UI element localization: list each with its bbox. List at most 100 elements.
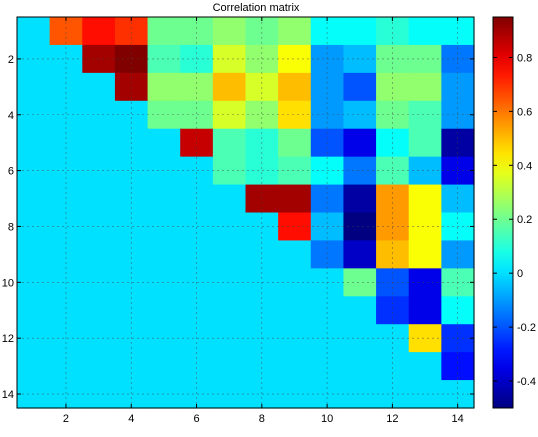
heatmap-cell-r7-c7 — [212, 184, 247, 214]
heatmap-cell-r8-c5 — [147, 212, 181, 242]
heatmap-cell-r8-c1 — [17, 212, 51, 242]
heatmap-cell-r7-c13 — [408, 184, 442, 214]
heatmap-cell-r13-c7 — [212, 352, 247, 381]
heatmap-cell-r9-c12 — [376, 240, 410, 269]
heatmap-cell-r12-c13 — [408, 324, 442, 353]
heatmap-cell-r4-c11 — [343, 100, 377, 130]
heatmap-cell-r9-c1 — [17, 240, 51, 269]
heatmap-cell-r9-c3 — [82, 240, 116, 269]
heatmap-cell-r2-c1 — [17, 44, 51, 74]
heatmap-cell-r2-c10 — [310, 44, 345, 74]
heatmap-cell-r2-c8 — [245, 44, 279, 74]
y-tick-label-8: 8 — [8, 221, 14, 233]
heatmap-cell-r10-c9 — [278, 268, 312, 297]
colorbar-tick-label-1: -0.2 — [517, 322, 536, 334]
heatmap-cell-r13-c8 — [245, 352, 279, 381]
heatmap-grid — [17, 17, 474, 408]
heatmap-cell-r8-c2 — [49, 212, 83, 242]
heatmap-cell-r13-c5 — [147, 352, 181, 381]
heatmap-cell-r3-c9 — [278, 72, 312, 102]
x-tick-label-4: 4 — [128, 413, 134, 425]
heatmap-cell-r9-c6 — [180, 240, 214, 269]
colorbar: -0.4 -0.2 0 0.2 0.4 0.6 0.8 — [492, 16, 536, 409]
heatmap-cell-r10-c5 — [147, 268, 181, 297]
x-tick-label-2: 2 — [63, 413, 69, 425]
heatmap-cell-r8-c11 — [343, 212, 377, 242]
heatmap-cell-r1-c8 — [245, 17, 279, 46]
chart-title: Correlation matrix — [213, 2, 300, 14]
heatmap-cell-r4-c4 — [114, 100, 149, 130]
heatmap-cell-r4-c6 — [180, 100, 214, 130]
heatmap-cell-r3-c3 — [82, 72, 116, 102]
heatmap-cell-r9-c9 — [278, 240, 312, 269]
heatmap-cell-r11-c8 — [245, 296, 279, 325]
x-tick-label-12: 12 — [386, 413, 398, 425]
heatmap-cell-r9-c7 — [212, 240, 247, 269]
heatmap-cell-r13-c4 — [114, 352, 149, 381]
heatmap-cell-r13-c11 — [343, 352, 377, 381]
heatmap-cell-r1-c5 — [147, 17, 181, 46]
colorbar-gradient — [492, 16, 514, 409]
heatmap-cell-r8-c7 — [212, 212, 247, 242]
heatmap-cell-r11-c9 — [278, 296, 312, 325]
heatmap-cell-r9-c10 — [310, 240, 345, 269]
heatmap-cell-r4-c5 — [147, 100, 181, 130]
heatmap-cell-r5-c5 — [147, 128, 181, 158]
heatmap-cell-r9-c2 — [49, 240, 83, 269]
heatmap-cell-r11-c11 — [343, 296, 377, 325]
x-tick-label-8: 8 — [259, 413, 265, 425]
heatmap-cell-r11-c10 — [310, 296, 345, 325]
heatmap-cell-r9-c4 — [114, 240, 149, 269]
heatmap-cell-r6-c13 — [408, 156, 442, 186]
x-tick-label-14: 14 — [452, 413, 464, 425]
heatmap-cell-r11-c12 — [376, 296, 410, 325]
x-tick-label-10: 10 — [321, 413, 333, 425]
heatmap-cell-r11-c1 — [17, 296, 51, 325]
heatmap-cell-r1-c10 — [310, 17, 345, 46]
heatmap-cell-r1-c12 — [376, 17, 410, 46]
colorbar-tick-label-4: 0.4 — [517, 160, 532, 172]
heatmap-cells — [17, 17, 475, 409]
heatmap-cell-r5-c3 — [82, 128, 116, 158]
heatmap-cell-r4-c7 — [212, 100, 247, 130]
heatmap-cell-r2-c7 — [212, 44, 247, 74]
heatmap-cell-r10-c11 — [343, 268, 377, 297]
heatmap-cell-r1-c3 — [82, 17, 116, 46]
heatmap-cell-r11-c2 — [49, 296, 83, 325]
heatmap-cell-r1-c4 — [114, 17, 149, 46]
heatmap-cell-r13-c9 — [278, 352, 312, 381]
heatmap-cell-r4-c3 — [82, 100, 116, 130]
heatmap-cell-r9-c13 — [408, 240, 442, 269]
heatmap-cell-r8-c13 — [408, 212, 442, 242]
heatmap-cell-r2-c6 — [180, 44, 214, 74]
heatmap-axes: 2 4 6 8 10 12 14 2 4 6 8 10 12 14 — [2, 16, 475, 425]
heatmap-cell-r5-c13 — [408, 128, 442, 158]
heatmap-cell-r9-c5 — [147, 240, 181, 269]
heatmap-cell-r7-c14 — [441, 184, 475, 214]
heatmap-cell-r11-c7 — [212, 296, 247, 325]
heatmap-cell-r11-c5 — [147, 296, 181, 325]
heatmap-cell-r8-c10 — [310, 212, 345, 242]
heatmap-cell-r2-c13 — [408, 44, 442, 74]
heatmap-cell-r13-c13 — [408, 352, 442, 381]
heatmap-cell-r3-c14 — [441, 72, 475, 102]
y-tick-label-2: 2 — [8, 54, 14, 66]
heatmap-cell-r8-c8 — [245, 212, 279, 242]
heatmap-cell-r11-c14 — [441, 296, 475, 325]
heatmap-cell-r4-c1 — [17, 100, 51, 130]
y-tick-label-12: 12 — [2, 333, 14, 345]
heatmap-cell-r10-c13 — [408, 268, 442, 297]
heatmap-cell-r8-c3 — [82, 212, 116, 242]
heatmap-cell-r3-c11 — [343, 72, 377, 102]
heatmap-cell-r3-c13 — [408, 72, 442, 102]
heatmap-cell-r9-c8 — [245, 240, 279, 269]
heatmap-cell-r4-c2 — [49, 100, 83, 130]
heatmap-cell-r13-c3 — [82, 352, 116, 381]
heatmap-cell-r13-c10 — [310, 352, 345, 381]
heatmap-cell-r9-c11 — [343, 240, 377, 269]
heatmap-cell-r10-c7 — [212, 268, 247, 297]
heatmap-cell-r7-c3 — [82, 184, 116, 214]
heatmap-cell-r2-c2 — [49, 44, 83, 74]
heatmap-cell-r10-c1 — [17, 268, 51, 297]
